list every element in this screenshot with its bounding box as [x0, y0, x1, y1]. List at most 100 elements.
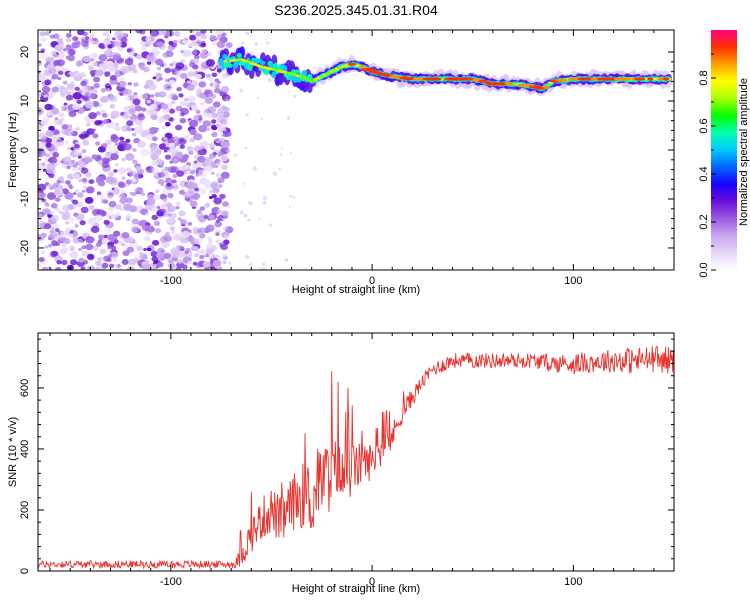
noise-blob	[123, 113, 130, 119]
noise-blob	[114, 263, 119, 267]
noise-blob	[47, 244, 53, 248]
noise-blob	[65, 180, 71, 185]
noise-blob	[125, 96, 131, 101]
noise-blob	[38, 132, 47, 140]
noise-blob	[174, 252, 179, 257]
noise-blob	[216, 160, 221, 164]
noise-blob	[115, 204, 122, 210]
noise-blob	[60, 230, 67, 236]
x-tick-label: 0	[369, 275, 375, 287]
noise-blob	[77, 160, 84, 165]
noise-blob	[76, 62, 82, 67]
noise-blob	[121, 176, 126, 180]
noise-blob	[153, 263, 158, 267]
noise-blob	[254, 42, 258, 46]
noise-blob	[54, 266, 62, 270]
noise-blob	[149, 52, 155, 57]
noise-blob	[126, 120, 134, 127]
noise-blob	[63, 102, 68, 106]
noise-blob	[165, 50, 174, 58]
noise-blob	[137, 113, 146, 121]
noise-blob	[200, 102, 205, 106]
snr-panel: -100 0 100 0 200 400 600 Height of straight li…	[7, 332, 675, 595]
x-tick-label: 100	[564, 576, 582, 588]
noise-blob	[93, 83, 100, 89]
noise-blob	[244, 146, 248, 150]
noise-blob	[128, 108, 136, 114]
noise-blob	[107, 195, 113, 200]
noise-blob	[101, 161, 110, 168]
noise-blob	[54, 44, 64, 52]
noise-blob	[108, 95, 118, 102]
noise-blob	[113, 239, 119, 244]
noise-blob	[163, 149, 168, 153]
noise-blob	[116, 35, 122, 41]
noise-blob	[119, 77, 125, 81]
noise-blob	[108, 145, 117, 152]
noise-blob	[272, 171, 277, 176]
noise-blob	[81, 177, 88, 183]
noise-blob	[42, 37, 48, 42]
noise-blob	[266, 41, 269, 45]
noise-blob	[130, 223, 135, 227]
noise-blob	[43, 94, 48, 98]
noise-blob	[224, 96, 230, 101]
noise-blob	[170, 156, 180, 164]
noise-blob	[120, 208, 125, 212]
noise-blob	[51, 214, 59, 222]
noise-blob	[135, 166, 142, 171]
noise-blob	[178, 93, 184, 98]
noise-blob	[197, 169, 207, 178]
noise-blob	[197, 155, 206, 163]
noise-blob	[54, 117, 59, 121]
noise-blob	[188, 96, 196, 102]
noise-blob	[84, 101, 94, 109]
noise-blob	[79, 72, 86, 78]
noise-blob	[156, 158, 163, 164]
noise-blob	[162, 31, 167, 36]
noise-blob	[84, 196, 94, 204]
noise-blob	[95, 266, 100, 270]
noise-blob	[72, 199, 79, 205]
noise-blob	[192, 64, 199, 70]
noise-blob	[163, 83, 173, 91]
noise-blob	[132, 98, 141, 106]
snr-frame	[37, 332, 675, 572]
noise-blob	[177, 251, 185, 258]
noise-blob	[209, 34, 217, 41]
noise-blob	[56, 37, 64, 44]
noise-blob	[68, 233, 74, 238]
noise-blob	[78, 257, 85, 263]
noise-blob	[178, 245, 184, 250]
noise-blob	[199, 206, 206, 211]
signal-core	[227, 63, 233, 68]
noise-blob	[145, 36, 151, 42]
noise-blob	[38, 43, 42, 47]
noise-blob	[131, 128, 135, 131]
noise-blob	[109, 74, 117, 81]
noise-blob	[131, 178, 137, 183]
noise-blob	[125, 236, 134, 243]
noise-blob	[52, 129, 60, 136]
noise-blob	[92, 133, 99, 139]
noise-blob	[140, 148, 150, 157]
noise-blob	[50, 91, 56, 97]
noise-blob	[102, 119, 109, 124]
noise-blob	[105, 214, 110, 218]
noise-blob	[221, 210, 229, 217]
noise-blob	[96, 242, 102, 247]
noise-blob	[179, 189, 185, 195]
noise-blob	[118, 182, 126, 189]
noise-blob	[204, 97, 213, 104]
noise-blob	[150, 94, 155, 98]
noise-blob	[197, 209, 202, 214]
y-tick-label: 10	[19, 95, 31, 107]
noise-blob	[221, 32, 227, 37]
noise-blob	[87, 217, 97, 225]
noise-blob	[72, 203, 78, 208]
noise-blob	[92, 245, 99, 251]
y-tick-label: 600	[19, 379, 31, 397]
noise-blob	[177, 217, 182, 221]
noise-blob	[61, 124, 69, 130]
